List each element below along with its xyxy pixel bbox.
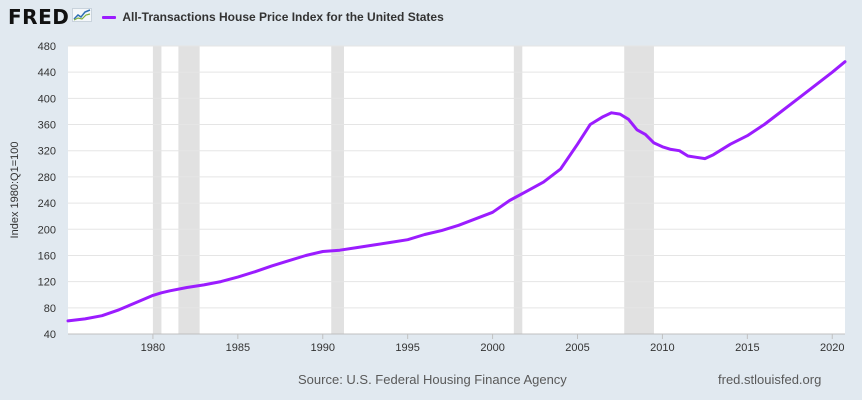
trend-line-chart-icon: [72, 7, 93, 27]
recession-band: [624, 46, 654, 334]
y-tick-label: 120: [38, 277, 56, 289]
y-tick-label: 240: [38, 198, 56, 210]
x-tick-label: 2005: [565, 342, 589, 354]
series-line: [66, 60, 847, 323]
recession-band: [152, 46, 162, 334]
legend: All-Transactions House Price Index for t…: [102, 10, 444, 24]
x-tick-label: 2000: [480, 342, 504, 354]
x-tick-label: 1990: [311, 342, 335, 354]
fred-url-link[interactable]: fred.stlouisfed.org: [718, 372, 822, 387]
y-tick-label: 320: [38, 146, 56, 158]
x-tick-label: 1980: [141, 342, 165, 354]
y-tick-label: 40: [44, 329, 56, 341]
legend-swatch: [102, 15, 117, 19]
legend-series-label: All-Transactions House Price Index for t…: [122, 10, 444, 24]
x-tick-label: 1995: [395, 342, 419, 354]
header: FRED All-Transactions House Price Index …: [8, 5, 444, 29]
x-tick-label: 2020: [820, 342, 844, 354]
recession-band: [178, 46, 200, 334]
x-tick-label: 1985: [226, 342, 250, 354]
x-tick-label: 2010: [650, 342, 674, 354]
y-tick-label: 360: [38, 120, 56, 132]
source-text: Source: U.S. Federal Housing Finance Age…: [298, 372, 567, 387]
x-tick-label: 2015: [735, 342, 759, 354]
y-tick-label: 440: [38, 67, 56, 79]
recession-band: [513, 46, 523, 334]
y-tick-label: 280: [38, 172, 56, 184]
y-tick-label: 160: [38, 250, 56, 262]
y-tick-label: 400: [38, 93, 56, 105]
y-tick-label: 480: [38, 41, 56, 53]
y-tick-label: 80: [44, 303, 56, 315]
fred-logo[interactable]: FRED: [8, 5, 93, 29]
recession-band: [331, 46, 344, 334]
y-axis-label: Index 1980:Q1=100: [9, 142, 21, 239]
y-tick-label: 200: [38, 224, 56, 236]
logo-text: FRED: [8, 5, 70, 29]
